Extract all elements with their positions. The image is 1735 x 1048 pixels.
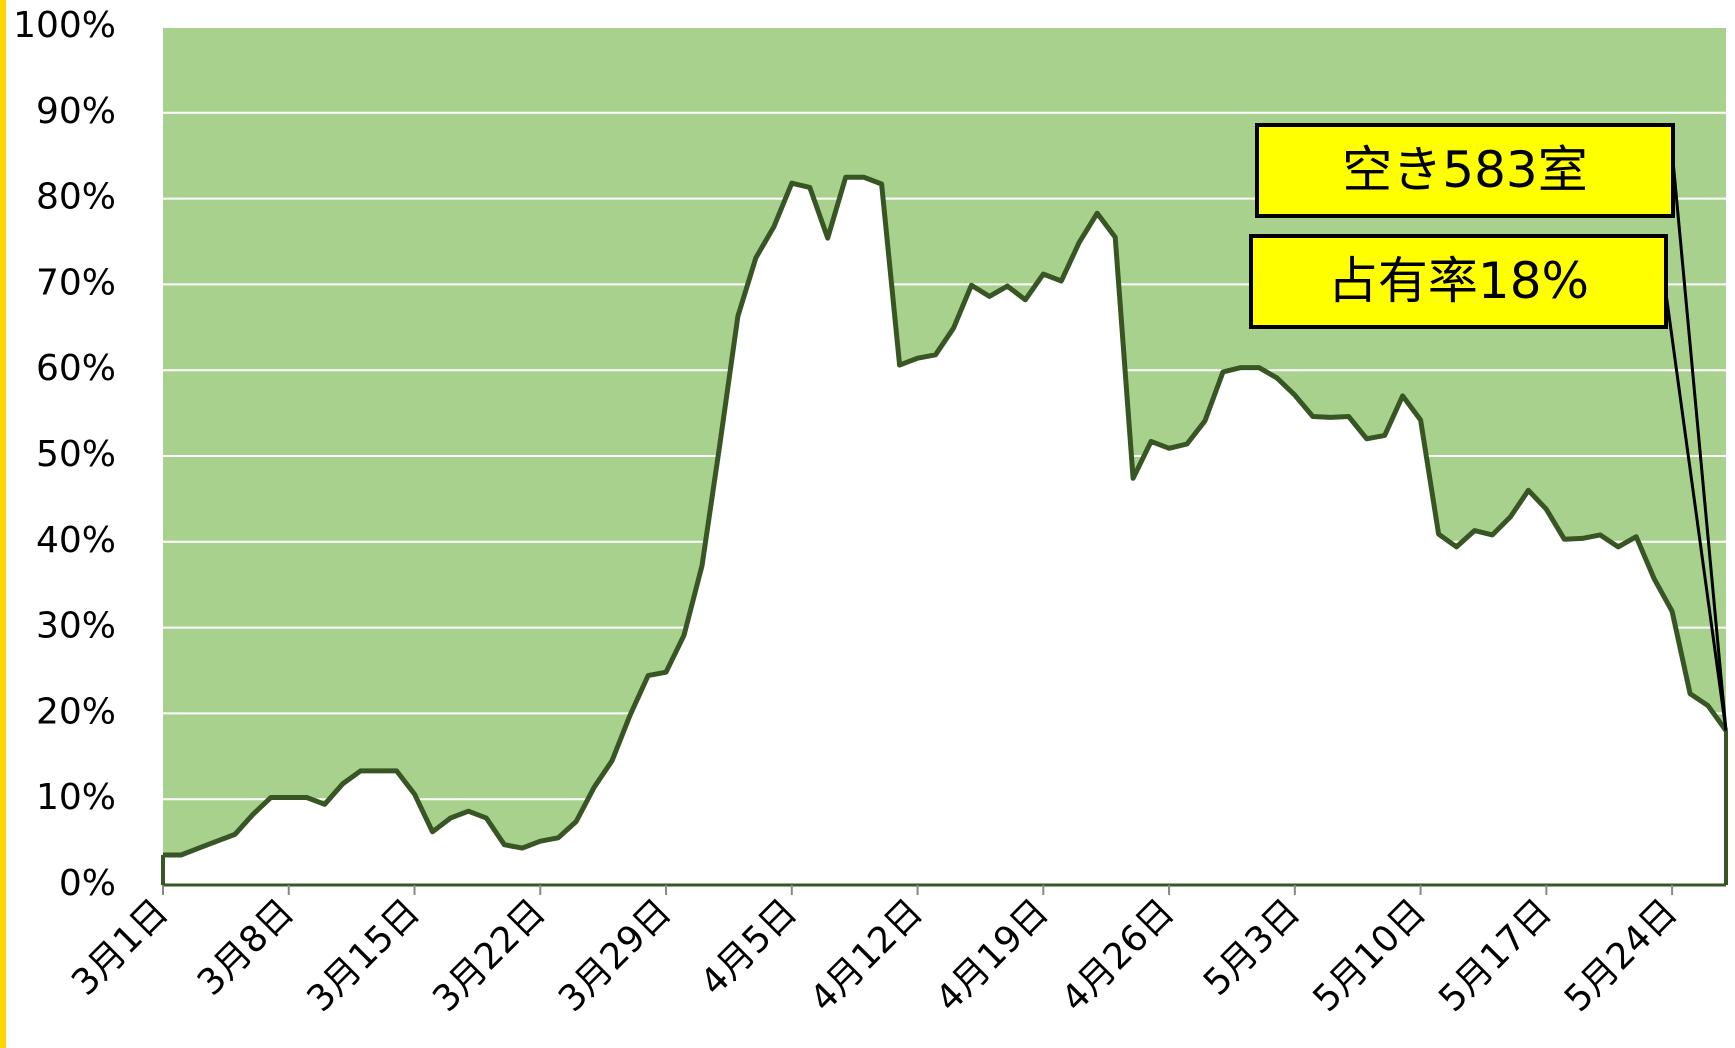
annotation: 占有率18%	[1328, 252, 1589, 310]
annotation: 空き583室	[1342, 141, 1587, 199]
x-tick-label: 3月29日	[551, 891, 679, 1019]
y-tick-label: 30%	[36, 606, 116, 647]
y-tick-label: 50%	[36, 434, 116, 475]
annotation-box	[1255, 123, 1675, 218]
x-tick-label: 4月5日	[693, 891, 805, 1003]
y-tick-label: 0%	[59, 863, 116, 904]
leader-line	[1671, 160, 1728, 731]
x-tick-label: 3月22日	[425, 891, 553, 1019]
x-tick-label: 4月26日	[1054, 891, 1182, 1019]
line	[163, 174, 1729, 858]
x-tick-label: 4月19日	[928, 891, 1056, 1019]
y-tick-label: 80%	[36, 177, 116, 218]
leader-line	[1664, 293, 1728, 731]
y-tick-label: 10%	[36, 777, 116, 818]
x-tick-label: 5月17日	[1431, 891, 1559, 1019]
y-tick-label: 20%	[36, 691, 116, 732]
x-tick-label: 4月12日	[802, 891, 930, 1019]
y-tick-label: 70%	[36, 262, 116, 303]
y-tick-label: 60%	[36, 348, 116, 389]
annotation-box	[1249, 234, 1668, 329]
left-stripe	[0, 0, 6, 1048]
y-tick-label: 100%	[13, 5, 116, 46]
x-tick-label: 3月15日	[299, 891, 427, 1019]
y-tick-label: 90%	[36, 91, 116, 132]
x-tick-label: 3月1日	[64, 891, 176, 1003]
x-tick-label: 5月10日	[1306, 891, 1434, 1019]
y-tick-label: 40%	[36, 520, 116, 561]
x-tick-label: 5月3日	[1196, 891, 1308, 1003]
area	[163, 177, 1726, 885]
x-tick-label: 5月24日	[1557, 891, 1685, 1019]
x-tick-label: 3月8日	[190, 891, 302, 1003]
